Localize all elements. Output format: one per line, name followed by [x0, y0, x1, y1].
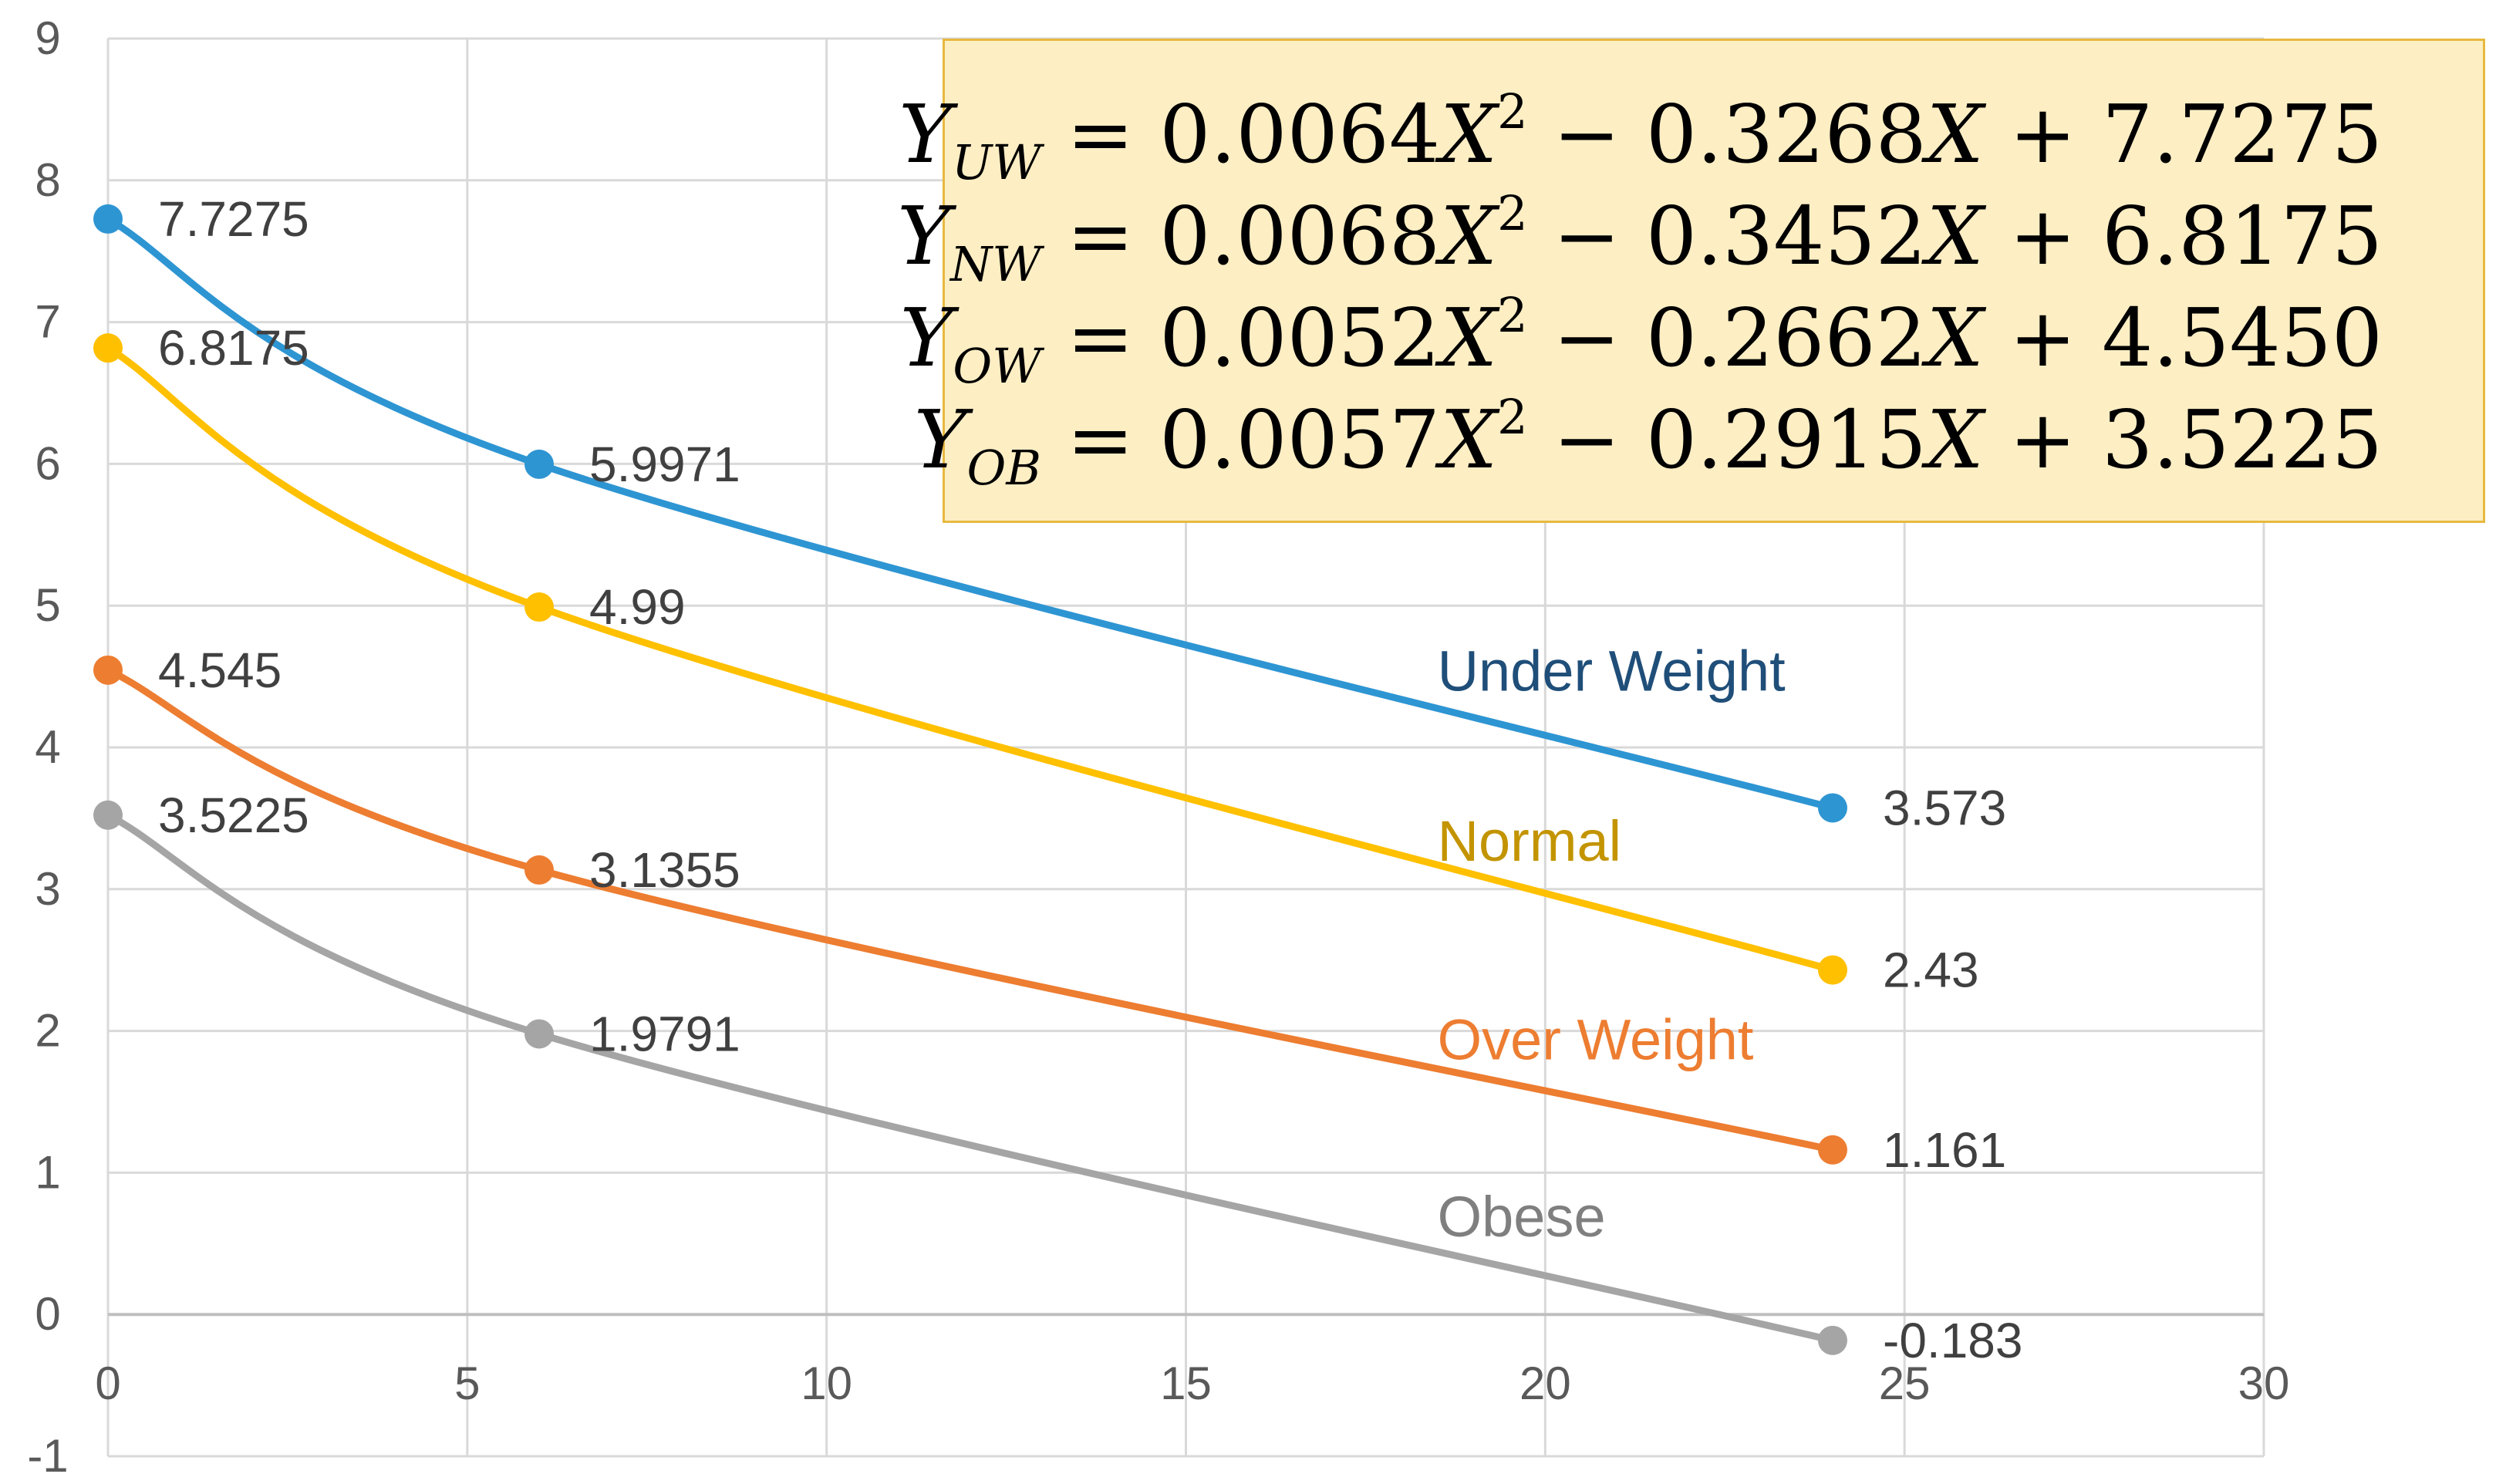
series-normal: 6.8175 4.99 2.43 Normal — [93, 320, 1979, 998]
data-label-under-weight: 3.573 — [1883, 780, 2006, 835]
series-line-over-weight — [104, 666, 1836, 1154]
y-tick-label: 4 — [35, 721, 60, 773]
data-label-under-weight: 5.9971 — [589, 437, 740, 492]
data-label-under-weight: 7.7275 — [158, 191, 309, 247]
series-name-under-weight: Under Weight — [1438, 639, 1786, 703]
data-point-normal — [524, 592, 554, 622]
y-tick-label: 7 — [35, 296, 60, 348]
data-label-obese: 3.5225 — [158, 788, 309, 843]
y-tick-label: 2 — [35, 1005, 60, 1057]
y-tick-label: 6 — [35, 437, 60, 489]
y-tick-label: 5 — [35, 579, 60, 631]
y-tick-label: 9 — [35, 12, 60, 64]
data-label-normal: 6.8175 — [158, 320, 309, 376]
data-label-obese: -0.183 — [1883, 1313, 2022, 1368]
data-label-obese: 1.9791 — [589, 1006, 740, 1061]
x-tick-label: 25 — [1879, 1358, 1931, 1409]
equation-obese: YOB = 0.0057X2 − 0.2915X + 3.5225 — [913, 389, 2383, 496]
x-tick-label: 10 — [801, 1358, 852, 1409]
equation-box: YUW = 0.0064X2 − 0.3268X + 7.7275 YNW = … — [897, 39, 2485, 523]
data-point-obese — [93, 800, 123, 830]
data-point-over-weight — [524, 855, 554, 885]
data-point-normal — [93, 333, 123, 363]
x-tick-label: 0 — [95, 1358, 120, 1409]
x-tick-label: 15 — [1160, 1358, 1212, 1409]
series-line-obese — [104, 811, 1836, 1344]
series-name-obese: Obese — [1438, 1185, 1606, 1249]
series-line-under-weight — [104, 215, 1836, 811]
x-tick-label: 5 — [454, 1358, 480, 1409]
data-point-obese — [524, 1019, 554, 1049]
data-point-over-weight — [1818, 1135, 1847, 1165]
data-point-over-weight — [93, 655, 123, 685]
y-tick-label: 3 — [35, 863, 60, 915]
data-point-normal — [1818, 955, 1847, 985]
y-tick-label: 8 — [35, 154, 60, 206]
series-layer: 7.7275 5.9971 3.573 Under Weight 6.8175 4.99 2… — [93, 191, 2022, 1368]
series-line-normal — [104, 344, 1836, 974]
equation-underweight: YUW = 0.0064X2 − 0.3268X + 7.7275 — [899, 83, 2383, 191]
y-tick-label: -1 — [27, 1430, 68, 1482]
data-label-over-weight: 4.545 — [158, 643, 282, 698]
data-label-over-weight: 3.1355 — [589, 842, 740, 898]
data-label-over-weight: 1.161 — [1883, 1122, 2006, 1178]
series-name-over-weight: Over Weight — [1438, 1007, 1754, 1071]
y-tick-label: 0 — [35, 1288, 60, 1340]
x-tick-label: 30 — [2238, 1358, 2290, 1409]
data-point-under-weight — [1818, 793, 1847, 823]
data-label-normal: 4.99 — [589, 579, 686, 635]
y-tick-label: 1 — [35, 1146, 60, 1198]
data-point-under-weight — [93, 204, 123, 234]
data-point-obese — [1818, 1325, 1847, 1355]
series-under-weight: 7.7275 5.9971 3.573 Under Weight — [93, 191, 2006, 835]
equation-normal: YNW = 0.0068X2 − 0.3452X + 6.8175 — [897, 185, 2383, 292]
series-obese: 3.5225 1.9791 -0.183 Obese — [93, 788, 2022, 1368]
x-tick-label: 20 — [1519, 1358, 1571, 1409]
data-label-normal: 2.43 — [1883, 943, 1979, 998]
series-over-weight: 4.545 3.1355 1.161 Over Weight — [93, 643, 2006, 1178]
data-point-under-weight — [524, 449, 554, 479]
equation-overweight: YOW = 0.0052X2 − 0.2662X + 4.5450 — [899, 287, 2383, 394]
series-name-normal: Normal — [1438, 809, 1621, 873]
